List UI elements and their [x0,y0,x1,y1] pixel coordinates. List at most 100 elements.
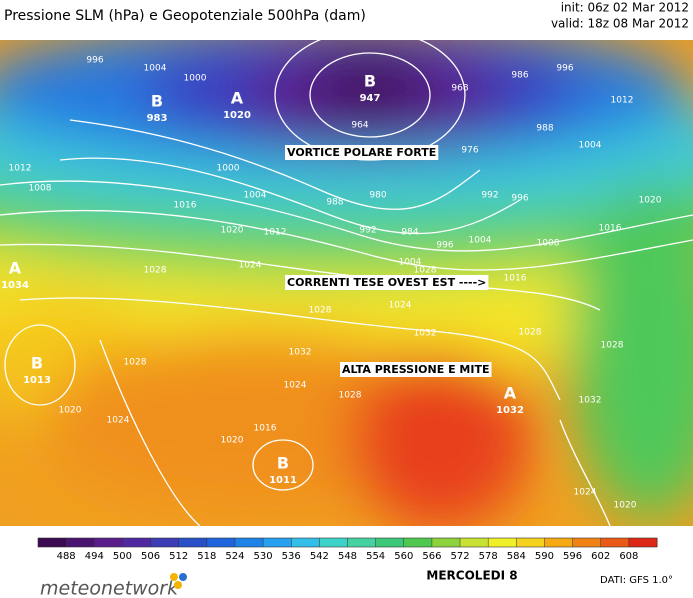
isobar-label: 1000 [184,74,207,84]
isobar-label: 986 [511,71,528,81]
color-swatch [516,538,545,547]
colorbar-tick-label: 530 [254,551,273,562]
isobar-label: 996 [86,56,103,66]
isobar-label: 1028 [601,341,624,351]
colorbar-tick-label: 494 [85,551,104,562]
annotation: ALTA PRESSIONE E MITE [340,362,492,377]
color-swatch [291,538,320,547]
colorbar-tick-label: 560 [394,551,413,562]
color-swatch [66,538,95,547]
init-time: init: 06z 02 Mar 2012 [561,1,689,15]
isobar-label: 1028 [414,266,437,276]
isobar-label: 1020 [221,226,244,236]
color-swatch [122,538,152,547]
annotation-box [285,145,439,160]
isobar-label: 1012 [9,164,32,174]
isobar-label: 984 [401,228,418,238]
center-letter: B [364,72,376,91]
isobar-label: 1004 [579,141,602,151]
center-value: 947 [360,93,381,104]
color-swatch [628,538,658,547]
isobar-label: 1008 [537,239,560,249]
isobar-label: 1032 [414,329,437,339]
colorbar-tick-label: 512 [169,551,188,562]
color-swatch [431,538,461,547]
isobar-label: 992 [481,191,498,201]
colorbar-tick-label: 548 [338,551,357,562]
color-swatch [544,538,574,547]
colorbar-frame [37,537,658,548]
colorbar-tick-label: 590 [535,551,554,562]
annotation: CORRENTI TESE OVEST EST ----> [285,275,489,290]
isobar-label: 1024 [574,488,597,498]
day-label: MERCOLEDI 8 [426,569,517,583]
color-swatch [600,538,630,547]
isobar-label: 996 [511,194,528,204]
isobar-label: 992 [359,226,376,236]
colorbar-tick-label: 554 [366,551,385,562]
center-value: 1020 [223,110,251,121]
color-swatch [206,538,236,547]
isobar-label: 1012 [611,96,634,106]
isobar-label: 988 [326,198,343,208]
isobar-label: 1016 [599,224,622,234]
center-letter: B [277,454,289,473]
isobar-label: 1028 [144,266,167,276]
isobar-label: 1016 [174,201,197,211]
colorbar-tick-label: 596 [563,551,582,562]
isobar-label: 964 [351,121,368,131]
isobar-label: 1004 [399,258,422,268]
color-swatch [94,538,123,547]
isobar-label: 1028 [124,358,147,368]
isobar-label: 996 [556,64,573,74]
center-value: 1032 [496,405,524,416]
center-letter: A [9,259,22,278]
color-swatch [460,538,489,547]
color-swatch [375,538,405,547]
center-letter: B [31,354,43,373]
isobar-label: 1024 [107,416,130,426]
color-swatch [150,538,180,547]
isobar-label: 1020 [59,406,82,416]
isobar-label: 980 [369,191,386,201]
annotation-box [340,362,492,377]
isobar-label: 1000 [217,164,240,174]
annotation-text: VORTICE POLARE FORTE [287,146,436,159]
color-swatch [319,538,348,547]
center-value: 1011 [269,475,297,486]
isobar-label: 1020 [614,501,637,511]
colorbar-tick-label: 566 [422,551,441,562]
colorbar-tick-label: 500 [113,551,132,562]
center-letter: B [151,92,163,111]
center-letter: A [504,384,517,403]
color-swatch [572,538,602,547]
center-letter: A [231,89,244,108]
colorbar-tick-label: 602 [591,551,610,562]
isobar-label: 1028 [339,391,362,401]
isobar-label: 1028 [519,328,542,338]
annotation-text: ALTA PRESSIONE E MITE [342,363,490,376]
annotation-text: CORRENTI TESE OVEST EST ----> [287,276,486,289]
isobar-label: 1032 [579,396,602,406]
logo-dot [179,573,187,581]
center-value: 983 [147,113,168,124]
annotation-box [285,275,489,290]
isobar-label: 1008 [29,184,52,194]
isobar-label: 1028 [309,306,332,316]
color-swatch [488,538,517,547]
colorbar-tick-label: 542 [310,551,329,562]
isobar-label: 968 [451,84,468,94]
color-swatch [263,538,292,547]
valid-time: valid: 18z 08 Mar 2012 [551,17,689,31]
logo: meteonetwork [40,578,179,598]
isobar-label: 1024 [239,261,262,271]
color-swatch [347,538,377,547]
logo-dot [174,581,182,589]
isobar-label: 988 [536,124,553,134]
colorbar-tick-label: 584 [507,551,526,562]
annotation: VORTICE POLARE FORTE [285,145,439,160]
isobar-label: 1004 [244,191,267,201]
isobar-label: 1020 [639,196,662,206]
center-value: 1034 [1,280,29,291]
